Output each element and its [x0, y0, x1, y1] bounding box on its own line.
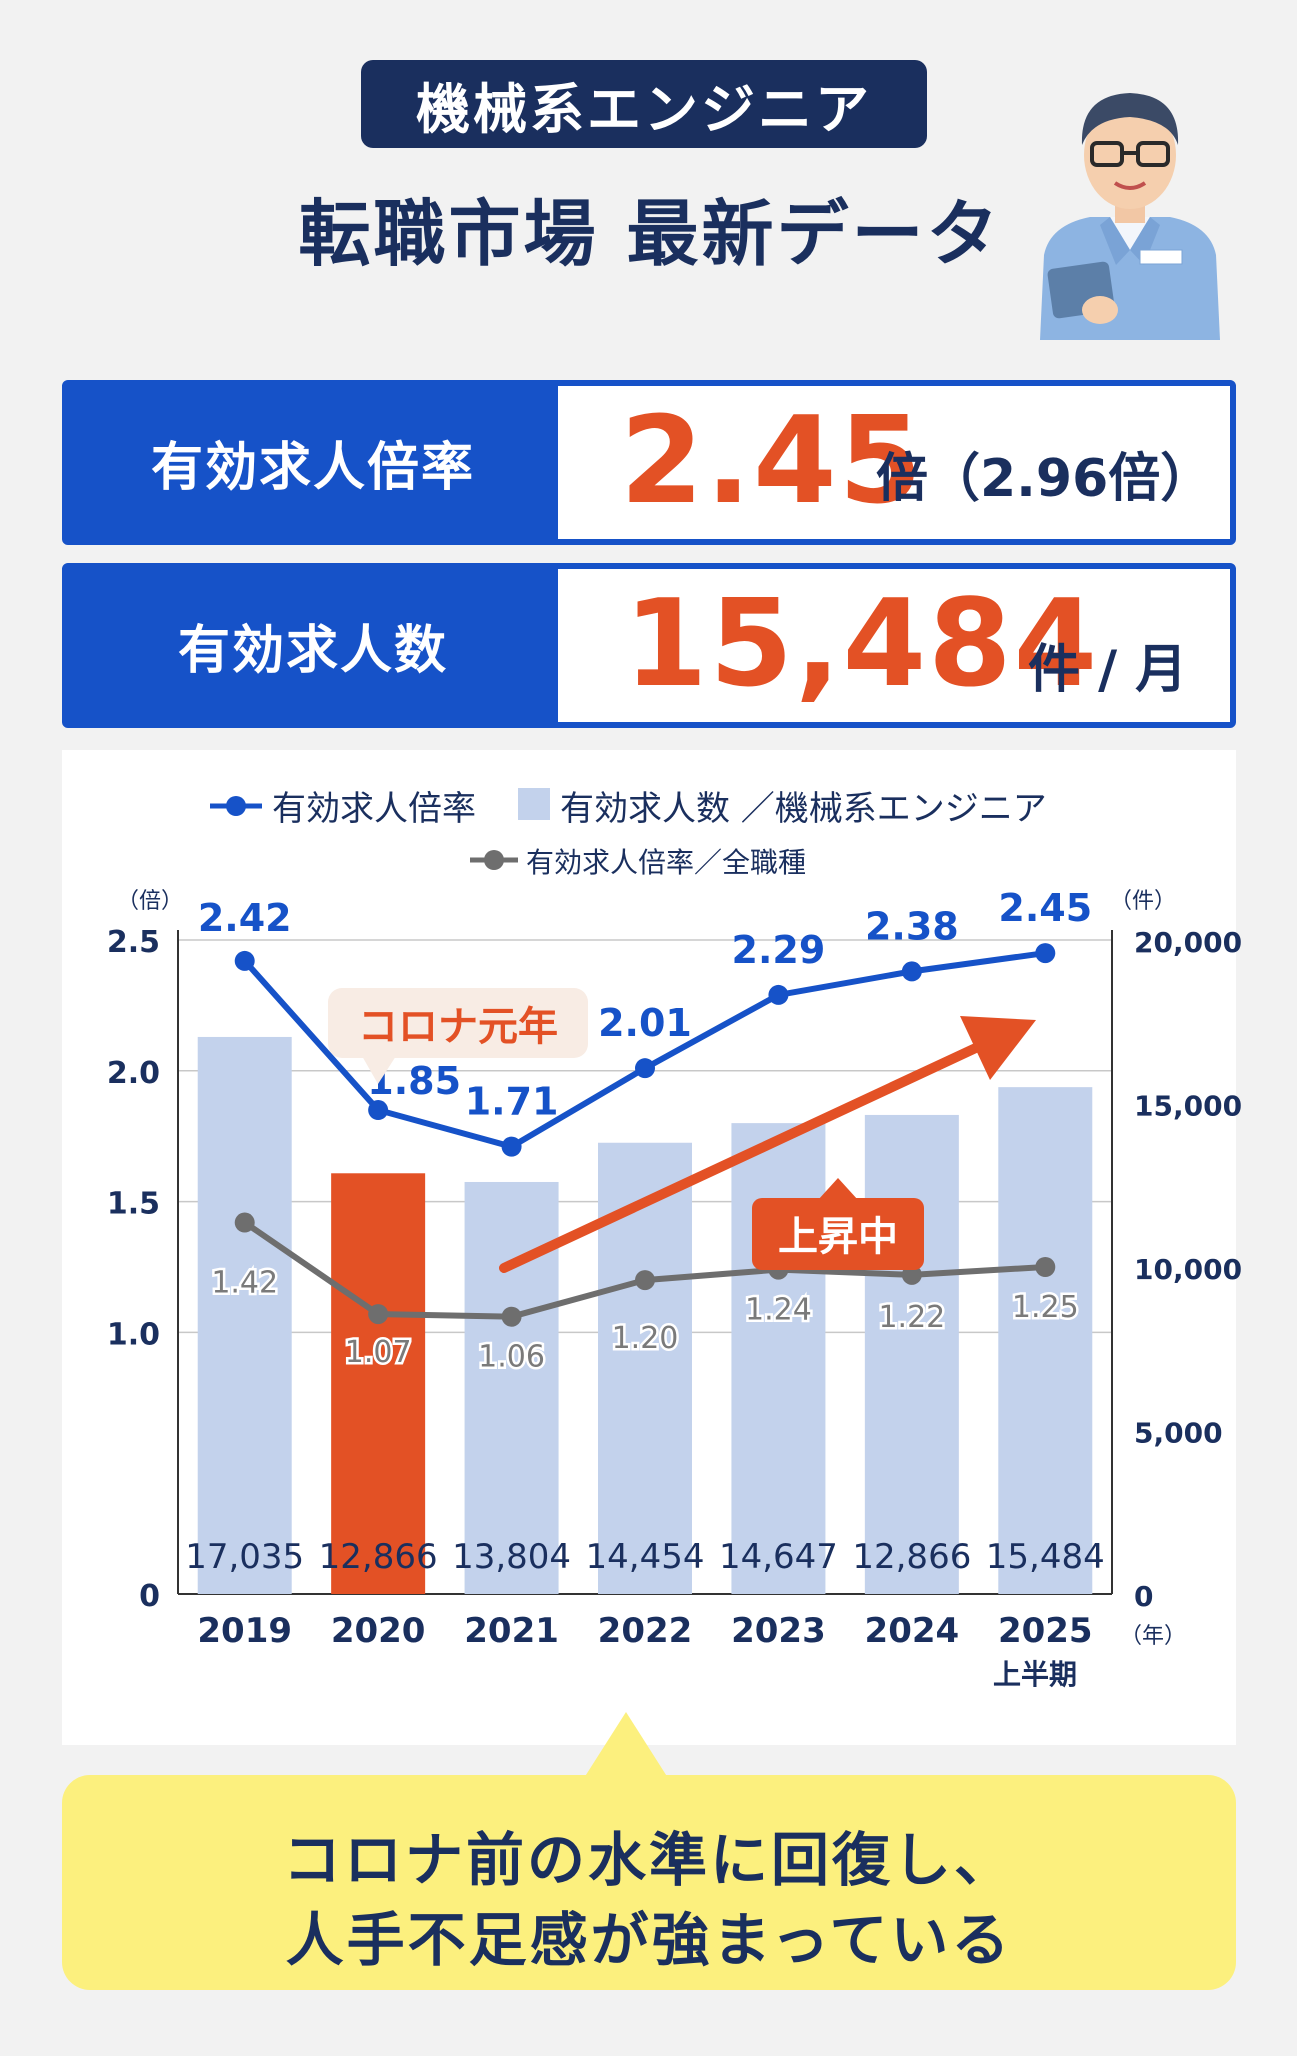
- ratio-label: 2.42: [198, 896, 292, 940]
- all-jobs-label: 1.07: [345, 1335, 412, 1370]
- left-tick-label: 1.5: [107, 1187, 160, 1222]
- ratio-label: 2.29: [732, 928, 826, 972]
- openings-bar: [731, 1123, 826, 1594]
- x-sublabel-2025: 上半期: [993, 1658, 1077, 1691]
- ratio-label: 1.71: [465, 1080, 559, 1124]
- rising-annotation-label: 上昇中: [778, 1214, 898, 1260]
- openings-bar-label: 15,484: [986, 1537, 1105, 1577]
- job-openings-unit: 件 / 月: [1028, 640, 1188, 700]
- openings-bar-label: 13,804: [452, 1537, 571, 1577]
- right-tick-label: 15,000: [1134, 1090, 1242, 1123]
- legend-all-marker: [484, 850, 504, 870]
- left-tick-label: 2.5: [107, 925, 160, 960]
- left-axis-unit: （倍）: [117, 889, 183, 914]
- left-tick-label: 0: [139, 1579, 160, 1614]
- engineer-illustration: [1040, 93, 1220, 340]
- summary-line-2: 人手不足感が強まっている: [285, 1906, 1013, 1974]
- ratio-point: [1035, 943, 1056, 964]
- x-tick-label: 2019: [197, 1611, 292, 1651]
- legend-all-label: 有効求人倍率／全職種: [526, 846, 806, 879]
- openings-bar: [197, 1036, 292, 1594]
- right-tick-label: 0: [1134, 1580, 1153, 1613]
- openings-bar: [331, 1173, 426, 1594]
- ratio-point: [901, 961, 922, 982]
- legend-openings-swatch: [518, 788, 550, 820]
- right-axis-unit: （件）: [1110, 889, 1176, 914]
- x-tick-label: 2024: [865, 1611, 960, 1651]
- openings-bar-label: 12,866: [852, 1537, 971, 1577]
- x-tick-label: 2020: [331, 1611, 426, 1651]
- ratio-label: 2.45: [998, 886, 1092, 930]
- all-jobs-label: 1.24: [745, 1293, 812, 1328]
- ratio-point: [635, 1058, 655, 1079]
- ratio-point: [368, 1100, 389, 1121]
- rising-annotation: 上昇中: [752, 1178, 924, 1270]
- all-jobs-point: [1035, 1257, 1056, 1277]
- job-market-chart: 有効求人倍率 有効求人数 ／機械系エンジニア 有効求人倍率／全職種 （倍） （件…: [107, 788, 1242, 1691]
- rising-arrow: [499, 1016, 1036, 1273]
- job-openings-value: 15,484: [624, 575, 1100, 714]
- right-tick-label: 10,000: [1134, 1253, 1242, 1286]
- all-jobs-point: [501, 1306, 522, 1327]
- ratio-point: [501, 1136, 522, 1157]
- ratio-point: [768, 984, 789, 1005]
- job-ratio-value: 2.45: [620, 392, 925, 531]
- left-tick-label: 1.0: [107, 1317, 160, 1352]
- job-openings-label: 有効求人数: [68, 569, 558, 722]
- summary-callout: コロナ前の水準に回復し、 人手不足感が強まっている: [62, 1775, 1236, 1990]
- openings-bar: [598, 1142, 692, 1594]
- all-jobs-label: 1.22: [878, 1300, 945, 1335]
- x-axis-unit: （年）: [1120, 1624, 1186, 1649]
- ratio-label: 2.01: [598, 1001, 692, 1045]
- all-jobs-point: [234, 1212, 255, 1233]
- ratio-point: [234, 950, 255, 971]
- all-jobs-label: 1.20: [612, 1321, 679, 1356]
- job-ratio-unit: 倍（2.96倍）: [876, 449, 1213, 509]
- page-title: 転職市場 最新データ: [298, 191, 1002, 276]
- covid-annotation-label: コロナ元年: [358, 1004, 558, 1050]
- legend-ratio-marker: [226, 796, 246, 816]
- callout-pointer: [584, 1712, 668, 1778]
- all-jobs-label: 1.42: [211, 1266, 278, 1301]
- right-tick-label: 5,000: [1134, 1417, 1223, 1450]
- category-badge: 機械系エンジニア: [361, 60, 927, 148]
- openings-bar-label: 12,866: [319, 1537, 438, 1577]
- openings-bar-label: 14,647: [719, 1537, 838, 1577]
- job-ratio-stat: 有効求人倍率 2.45 倍（2.96倍）: [62, 380, 1236, 545]
- all-jobs-point: [368, 1304, 389, 1325]
- ratio-label: 2.38: [865, 904, 959, 948]
- covid-annotation: コロナ元年: [328, 988, 588, 1084]
- summary-line-1: コロナ前の水準に回復し、: [282, 1826, 1015, 1894]
- all-jobs-label: 1.25: [1012, 1290, 1079, 1325]
- legend-ratio-label: 有効求人倍率: [272, 789, 476, 829]
- all-jobs-label: 1.06: [478, 1340, 545, 1375]
- x-tick-label: 2022: [598, 1611, 693, 1651]
- chart-legend: 有効求人倍率 有効求人数 ／機械系エンジニア 有効求人倍率／全職種: [210, 788, 1047, 879]
- openings-bar-label: 14,454: [586, 1537, 705, 1577]
- x-tick-label: 2021: [464, 1611, 559, 1651]
- x-tick-label: 2023: [731, 1611, 826, 1651]
- openings-bar-label: 17,035: [185, 1537, 304, 1577]
- openings-bar: [864, 1114, 959, 1594]
- right-tick-label: 20,000: [1134, 926, 1242, 959]
- job-ratio-label: 有効求人倍率: [68, 386, 558, 539]
- legend-openings-label: 有効求人数 ／機械系エンジニア: [560, 789, 1047, 829]
- all-jobs-point: [635, 1270, 655, 1291]
- openings-bar: [998, 1087, 1093, 1594]
- x-tick-label: 2025: [998, 1611, 1093, 1651]
- job-openings-stat: 有効求人数 15,484 件 / 月: [62, 563, 1236, 728]
- left-tick-label: 2.0: [107, 1056, 160, 1091]
